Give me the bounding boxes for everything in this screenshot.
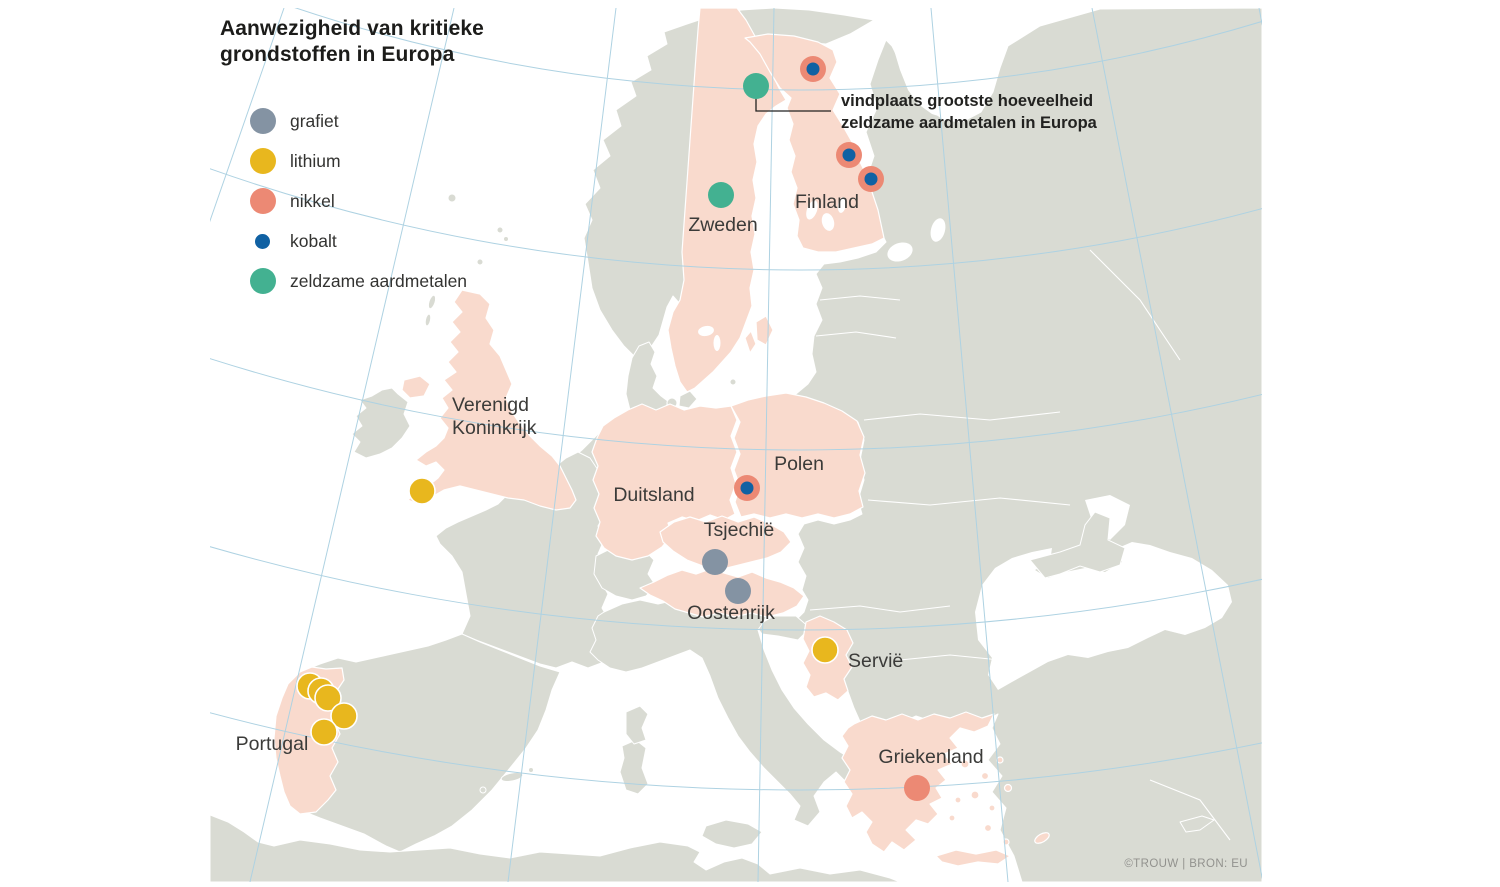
kobalt-swatch-icon — [255, 233, 270, 249]
country-label-zweden: Zweden — [688, 214, 757, 236]
marker-zeldzame — [743, 73, 769, 99]
legend-item-nikkel: nikkel — [249, 181, 467, 221]
mineral-markers — [296, 56, 930, 801]
title-line-2: grondstoffen in Europa — [220, 43, 455, 66]
page-title: Aanwezigheid van kritieke grondstoffen i… — [220, 16, 484, 68]
lake-vanern — [698, 325, 714, 337]
annotation-line-1: vindplaats grootste hoeveelheid — [841, 92, 1094, 110]
marker-lithium — [310, 718, 338, 746]
legend-label-zeldzame-aardmetalen: zeldzame aardmetalen — [290, 270, 468, 291]
zeldzame-aardmetalen-swatch-icon — [249, 268, 276, 294]
annotation: vindplaats grootste hoeveelheid zeldzame… — [841, 90, 1097, 134]
land-north-africa — [210, 814, 901, 882]
country-label-tsjechie: Tsjechië — [704, 519, 774, 541]
legend-item-kobalt: kobalt — [249, 221, 467, 261]
region-crimea — [1029, 511, 1126, 579]
island-gotland — [755, 315, 774, 346]
annotation-line-2: zeldzame aardmetalen in Europa — [841, 114, 1097, 132]
annotation-leader-line — [755, 97, 831, 112]
country-label-oostenrijk: Oostenrijk — [687, 602, 775, 624]
legend-item-grafiet: grafiet — [249, 101, 467, 141]
marker-lithium — [408, 477, 436, 505]
marker-grafiet — [702, 549, 728, 575]
lithium-swatch-icon — [249, 148, 276, 174]
title-line-1: Aanwezigheid van kritieke — [220, 17, 484, 40]
country-label-verenigd-koninkrijk: Koninkrijk — [452, 417, 537, 439]
country-germany — [591, 403, 738, 561]
marker-inner-kobalt — [806, 62, 820, 76]
country-finland — [744, 33, 885, 253]
white-sea — [884, 30, 993, 119]
island-cyprus — [1179, 815, 1215, 833]
island-crete — [935, 849, 1011, 867]
marker-inner-kobalt — [740, 481, 754, 495]
legend: grafiet lithium nikkel kobalt zeldzame a… — [249, 101, 467, 301]
marker-lithium — [811, 636, 839, 664]
island-sardinia — [619, 739, 649, 795]
country-spain — [295, 633, 561, 853]
country-label-servie: Servië — [848, 650, 903, 672]
legend-label-grafiet: grafiet — [290, 110, 339, 131]
country-label-verenigd-koninkrijk: Verenigd — [452, 394, 529, 416]
marker-nikkel — [904, 775, 930, 801]
lake-onega — [930, 218, 946, 242]
marker-inner-kobalt — [842, 148, 856, 162]
nikkel-swatch-icon — [249, 188, 276, 214]
country-poland — [730, 392, 866, 519]
country-label-polen: Polen — [774, 453, 824, 475]
land-gray — [210, 8, 1262, 882]
island-sicily — [701, 819, 763, 849]
country-ireland — [351, 387, 411, 459]
country-czechia — [659, 515, 792, 571]
country-uk — [407, 289, 577, 511]
marker-zeldzame — [708, 182, 734, 208]
island-corsica — [625, 705, 649, 745]
country-label-portugal: Portugal — [236, 733, 309, 755]
legend-label-lithium: lithium — [290, 150, 341, 171]
country-label-duitsland: Duitsland — [613, 484, 694, 506]
internal-borders — [809, 249, 1231, 841]
marker-lithium — [314, 684, 342, 712]
legend-item-lithium: lithium — [249, 141, 467, 181]
land-east-block — [783, 8, 1262, 882]
grafiet-swatch-icon — [249, 108, 276, 134]
lake-ladoga — [887, 242, 913, 262]
country-label-finland: Finland — [795, 191, 859, 213]
marker-lithium — [330, 702, 358, 730]
marker-grafiet — [725, 578, 751, 604]
legend-label-kobalt: kobalt — [290, 230, 337, 251]
legend-label-nikkel: nikkel — [290, 190, 335, 211]
region-northern-ireland — [401, 375, 431, 399]
marker-inner-kobalt — [864, 172, 878, 186]
legend-item-zeldzame-aardmetalen: zeldzame aardmetalen — [249, 261, 467, 301]
country-label-griekenland: Griekenland — [878, 746, 983, 768]
black-sea — [975, 542, 1232, 690]
attribution: ©TROUW | BRON: EU — [1124, 858, 1248, 870]
